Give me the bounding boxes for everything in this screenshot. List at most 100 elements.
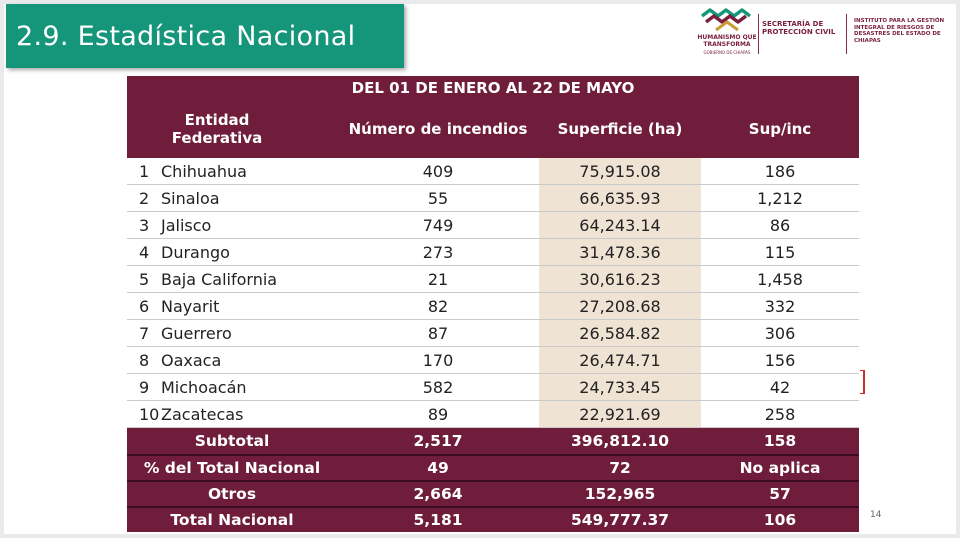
cell-fires: 55 [427,188,449,208]
cell-fires: 749 [422,215,454,235]
cell-entity: 3 Jalisco [127,212,337,238]
summary-label: Subtotal [194,432,270,450]
cell-ratio: 332 [764,296,796,316]
summary-fires: 49 [427,459,449,477]
cell-fires: 582 [422,377,454,397]
cell-rank: 4 [139,242,150,262]
cell-ratio: 258 [764,404,796,424]
cell-entity-name: Guerrero [161,323,232,343]
table-row: 2 Sinaloa 55 66,635.93 1,212 [127,185,859,212]
cell-area: 24,733.45 [539,374,701,400]
cell-fires: 21 [427,269,449,289]
cell-area: 64,243.14 [539,212,701,238]
cell-fires: 87 [427,323,449,343]
header-area: Superficie (ha) [557,120,683,138]
proteccion-civil-logo-text: SECRETARÍA DE PROTECCIÓN CIVIL [762,20,836,36]
cell-ratio: 186 [764,161,796,181]
cell-area: 30,616.23 [539,266,701,292]
cell-fires: 273 [422,242,454,262]
cell-fires: 170 [422,350,454,370]
cell-entity-name: Michoacán [161,377,247,397]
cell-entity: 10 Zacatecas [127,401,337,427]
cell-ratio: 115 [764,242,796,262]
cell-entity-name: Durango [161,242,230,262]
table-row: 5 Baja California 21 30,616.23 1,458 [127,266,859,293]
cell-entity: 1 Chihuahua [127,158,337,184]
title-banner: 2.9. Estadística Nacional [6,4,404,68]
summary-row: Total Nacional 5,181 549,777.37 106 [127,506,859,532]
header-fires: Número de incendios [348,120,528,138]
summary-fires: 2,664 [413,485,463,503]
cell-entity: 7 Guerrero [127,320,337,346]
logo-area: HUMANISMO QUE TRANSFORMA GOBIERNO DE CHI… [694,8,954,64]
summary-ratio: 158 [763,432,797,450]
cell-area: 31,478.36 [539,239,701,265]
summary-label: Otros [207,485,257,503]
cell-entity: 2 Sinaloa [127,185,337,211]
logo-divider [758,14,759,54]
header-entity: Entidad Federativa [171,111,263,147]
table-row: 7 Guerrero 87 26,584.82 306 [127,320,859,347]
fire-statistics-table: DEL 01 DE ENERO AL 22 DE MAYO Entidad Fe… [127,76,859,532]
cell-fires: 89 [427,404,449,424]
cell-rank: 2 [139,188,150,208]
cell-rank: 6 [139,296,150,316]
cell-rank: 10 [139,404,160,424]
summary-area: 396,812.10 [570,432,670,450]
table-row: 4 Durango 273 31,478.36 115 [127,239,859,266]
header-ratio: Sup/inc [748,120,812,138]
table-row: 6 Nayarit 82 27,208.68 332 [127,293,859,320]
cell-rank: 3 [139,215,150,235]
cell-fires: 82 [427,296,449,316]
summary-fires: 5,181 [413,511,463,529]
cell-ratio: 306 [764,323,796,343]
table-row: 1 Chihuahua 409 75,915.08 186 [127,158,859,185]
summary-row: Subtotal 2,517 396,812.10 158 [127,428,859,454]
column-headers: Entidad Federativa Número de incendios S… [127,100,859,158]
cell-entity-name: Oaxaca [161,350,222,370]
cell-ratio: 156 [764,350,796,370]
summary-row: % del Total Nacional 49 72 No aplica [127,454,859,480]
cell-entity-name: Baja California [161,269,278,289]
cell-entity: 4 Durango [127,239,337,265]
cell-rank: 9 [139,377,150,397]
cell-ratio: 42 [769,377,791,397]
cell-ratio: 1,212 [757,188,803,208]
period-header: DEL 01 DE ENERO AL 22 DE MAYO [127,76,859,100]
table-footer: Subtotal 2,517 396,812.10 158 % del Total Na… [127,428,859,532]
summary-row: Otros 2,664 152,965 57 [127,480,859,506]
cell-entity: 9 Michoacán [127,374,337,400]
cell-entity: 8 Oaxaca [127,347,337,373]
summary-label: % del Total Nacional [143,459,321,477]
summary-label: Total Nacional [170,511,294,529]
cell-entity-name: Zacatecas [161,404,244,424]
table-row: 3 Jalisco 749 64,243.14 86 [127,212,859,239]
cell-entity: 5 Baja California [127,266,337,292]
cell-entity-name: Sinaloa [161,188,220,208]
cell-area: 26,474.71 [539,347,701,373]
cell-rank: 5 [139,269,150,289]
cell-entity: 6 Nayarit [127,293,337,319]
cell-area: 27,208.68 [539,293,701,319]
table-body: 1 Chihuahua 409 75,915.08 186 2 Sinaloa 55 66,63… [127,158,859,428]
cell-fires: 409 [422,161,454,181]
table-row: 9 Michoacán 582 24,733.45 42 [127,374,859,401]
cell-entity-name: Jalisco [161,215,212,235]
cell-ratio: 1,458 [757,269,803,289]
table-row: 8 Oaxaca 170 26,474.71 156 [127,347,859,374]
cell-area: 75,915.08 [539,158,701,184]
summary-ratio: No aplica [739,459,821,477]
summary-area: 152,965 [584,485,656,503]
cell-rank: 7 [139,323,150,343]
cell-rank: 8 [139,350,150,370]
logo-mark-sub: GOBIERNO DE CHIAPAS [703,50,751,55]
slide: 2.9. Estadística Nacional HUMANISMO QUE … [4,4,956,534]
logo-divider [846,14,847,54]
cell-ratio: 86 [769,215,791,235]
cell-area: 22,921.69 [539,401,701,427]
cell-entity-name: Nayarit [161,296,220,316]
cell-area: 66,635.93 [539,185,701,211]
cell-area: 26,584.82 [539,320,701,346]
instituto-logo-text: INSTITUTO PARA LA GESTIÓN INTEGRAL DE RI… [854,18,945,44]
humanismo-logo-icon [700,8,752,32]
